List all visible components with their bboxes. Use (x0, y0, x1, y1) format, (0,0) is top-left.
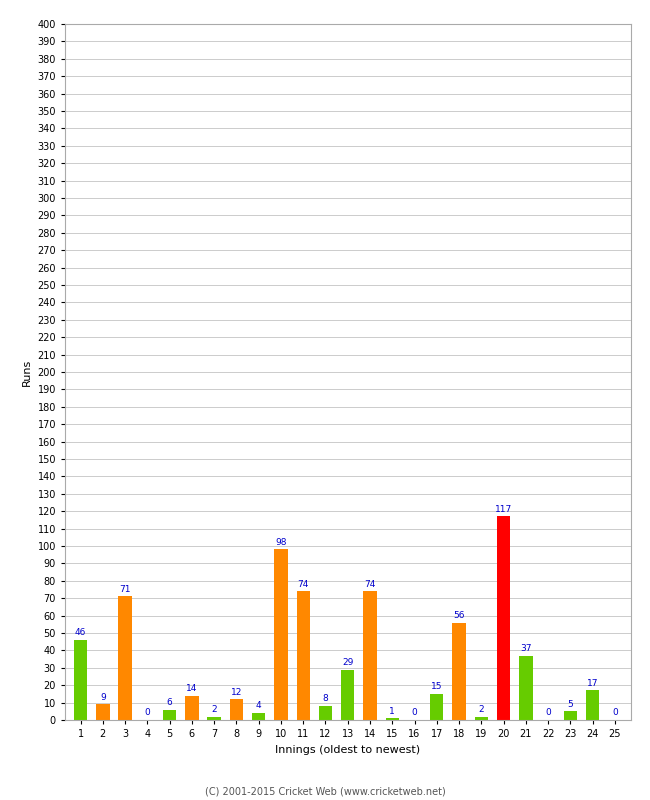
Text: 8: 8 (322, 694, 328, 703)
Bar (519, 656, 532, 720)
Bar (296, 591, 310, 720)
Bar (163, 710, 176, 720)
Text: (C) 2001-2015 Cricket Web (www.cricketweb.net): (C) 2001-2015 Cricket Web (www.cricketwe… (205, 786, 445, 796)
Text: 74: 74 (298, 580, 309, 589)
Text: 2: 2 (211, 705, 217, 714)
Text: 29: 29 (342, 658, 354, 667)
Bar (430, 694, 443, 720)
Text: 5: 5 (567, 700, 573, 709)
X-axis label: Innings (oldest to newest): Innings (oldest to newest) (275, 745, 421, 754)
Text: 1: 1 (389, 706, 395, 716)
Bar (229, 699, 243, 720)
Bar (452, 622, 466, 720)
Text: 0: 0 (144, 708, 150, 718)
Bar (118, 597, 132, 720)
Bar (385, 718, 399, 720)
Bar (318, 706, 332, 720)
Bar (586, 690, 599, 720)
Text: 0: 0 (545, 708, 551, 718)
Y-axis label: Runs: Runs (22, 358, 32, 386)
Text: 56: 56 (453, 611, 465, 620)
Bar (207, 717, 221, 720)
Bar (363, 591, 377, 720)
Text: 98: 98 (275, 538, 287, 547)
Text: 0: 0 (612, 708, 618, 718)
Text: 4: 4 (256, 702, 261, 710)
Text: 15: 15 (431, 682, 443, 691)
Text: 14: 14 (186, 684, 198, 693)
Bar (341, 670, 354, 720)
Bar (96, 704, 110, 720)
Text: 71: 71 (120, 585, 131, 594)
Bar (74, 640, 87, 720)
Bar (474, 717, 488, 720)
Text: 12: 12 (231, 687, 242, 697)
Text: 6: 6 (167, 698, 172, 707)
Text: 2: 2 (478, 705, 484, 714)
Text: 37: 37 (520, 644, 532, 653)
Text: 17: 17 (587, 679, 599, 688)
Bar (274, 550, 288, 720)
Text: 46: 46 (75, 628, 86, 638)
Text: 9: 9 (100, 693, 106, 702)
Text: 117: 117 (495, 505, 512, 514)
Text: 74: 74 (365, 580, 376, 589)
Bar (252, 713, 265, 720)
Text: 0: 0 (411, 708, 417, 718)
Bar (185, 696, 199, 720)
Bar (564, 711, 577, 720)
Bar (497, 517, 510, 720)
